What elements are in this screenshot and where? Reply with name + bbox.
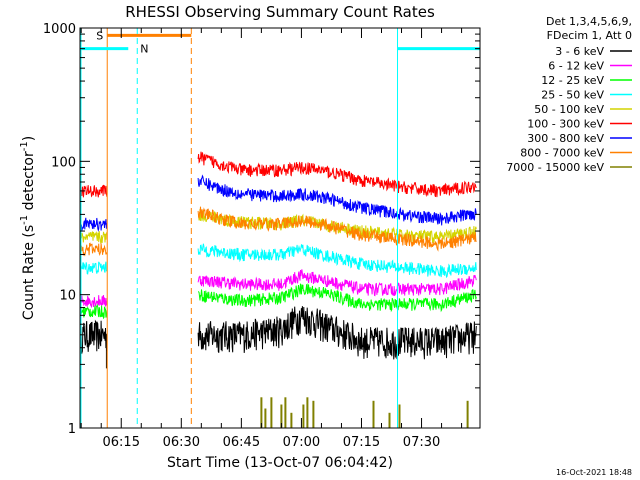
series-25-50-kev-segment-2 bbox=[197, 243, 477, 279]
x-axis-label: Start Time (13-Oct-07 06:04:42) bbox=[167, 455, 393, 471]
marker-layer: SN bbox=[80, 28, 481, 428]
y-axis-label-end: ) bbox=[21, 136, 37, 141]
series-800-7000-kev-segment-2 bbox=[197, 206, 477, 252]
legend-label-7000-15000-kev: 7000 - 15000 keV bbox=[506, 161, 604, 174]
series-layer bbox=[79, 151, 477, 428]
series-800-7000-kev-segment-1 bbox=[79, 242, 108, 257]
series-50-100-kev-segment-1 bbox=[79, 231, 108, 245]
series-3-6-kev-segment-2 bbox=[197, 306, 477, 360]
tick-layer: 1 10 100 1000 06:15 06:30 06:45 07:00 07:15 07:30 bbox=[43, 22, 480, 450]
series-100-300-kev-segment-1 bbox=[79, 184, 108, 198]
legend-label-800-7000-kev: 800 - 7000 keV bbox=[520, 147, 604, 160]
y-axis-label-main: Count Rate (s bbox=[21, 225, 37, 320]
series-3-6-kev-segment-1 bbox=[79, 319, 108, 355]
series-25-50-kev-segment-1 bbox=[79, 261, 108, 275]
y-axis-label: Count Rate (s-1 detector-1) bbox=[19, 136, 37, 320]
plot-frame bbox=[79, 27, 481, 429]
series-50-100-kev bbox=[79, 208, 477, 245]
y-tick-label-1000: 1000 bbox=[43, 22, 76, 37]
generation-timestamp: 16-Oct-2021 18:48 bbox=[556, 468, 632, 477]
legend: Det 1,3,4,5,6,9, FDecim 1, Att 0 3 - 6 k… bbox=[506, 15, 632, 174]
legend-label-3-6-kev: 3 - 6 keV bbox=[555, 45, 604, 58]
x-tick-label-0700: 07:00 bbox=[283, 435, 320, 450]
y-axis-label-sup2: -1 bbox=[19, 141, 30, 151]
series-100-300-kev-segment-2 bbox=[197, 151, 477, 198]
series-3-6-kev bbox=[79, 306, 477, 360]
legend-label-12-25-kev: 12 - 25 keV bbox=[541, 74, 604, 87]
series-300-800-kev-segment-2 bbox=[197, 174, 477, 226]
series-6-12-kev-segment-1 bbox=[79, 294, 108, 308]
series-50-100-kev-segment-2 bbox=[198, 208, 477, 245]
legend-label-100-300-kev: 100 - 300 keV bbox=[527, 118, 604, 131]
y-axis-label-sup1: -1 bbox=[19, 215, 30, 225]
y-tick-label-1: 1 bbox=[68, 422, 76, 437]
y-tick-label-10: 10 bbox=[59, 289, 76, 304]
night-marker-label: N bbox=[140, 43, 148, 56]
x-tick-label-0645: 06:45 bbox=[223, 435, 260, 450]
y-tick-label-100: 100 bbox=[51, 155, 76, 170]
x-tick-label-0730: 07:30 bbox=[403, 435, 440, 450]
x-tick-label-0615: 06:15 bbox=[103, 435, 140, 450]
x-tick-label-0630: 06:30 bbox=[163, 435, 200, 450]
legend-header-line-1: Det 1,3,4,5,6,9, bbox=[546, 15, 632, 28]
series-100-300-kev bbox=[79, 151, 477, 198]
series-25-50-kev bbox=[79, 243, 477, 279]
series-12-25-kev-segment-1 bbox=[79, 303, 108, 320]
legend-label-25-50-kev: 25 - 50 keV bbox=[541, 89, 604, 102]
series-800-7000-kev bbox=[79, 206, 477, 257]
y-axis-label-mid: detector bbox=[21, 151, 37, 215]
legend-label-6-12-kev: 6 - 12 keV bbox=[548, 60, 604, 73]
series-7000-15000-kev bbox=[260, 397, 469, 428]
x-tick-label-0715: 07:15 bbox=[343, 435, 380, 450]
chart-title: RHESSI Observing Summary Count Rates bbox=[125, 3, 435, 21]
legend-label-300-800-kev: 300 - 800 keV bbox=[527, 132, 604, 145]
legend-header-line-2: FDecim 1, Att 0 bbox=[547, 29, 632, 42]
series-300-800-kev-segment-1 bbox=[79, 217, 108, 232]
series-12-25-kev-segment-2 bbox=[198, 282, 477, 313]
series-6-12-kev bbox=[79, 269, 477, 308]
series-12-25-kev bbox=[79, 282, 477, 320]
legend-label-50-100-kev: 50 - 100 keV bbox=[534, 103, 604, 116]
series-300-800-kev bbox=[79, 174, 477, 232]
series-6-12-kev-segment-2 bbox=[197, 269, 477, 297]
saa-marker-label: S bbox=[96, 29, 103, 42]
